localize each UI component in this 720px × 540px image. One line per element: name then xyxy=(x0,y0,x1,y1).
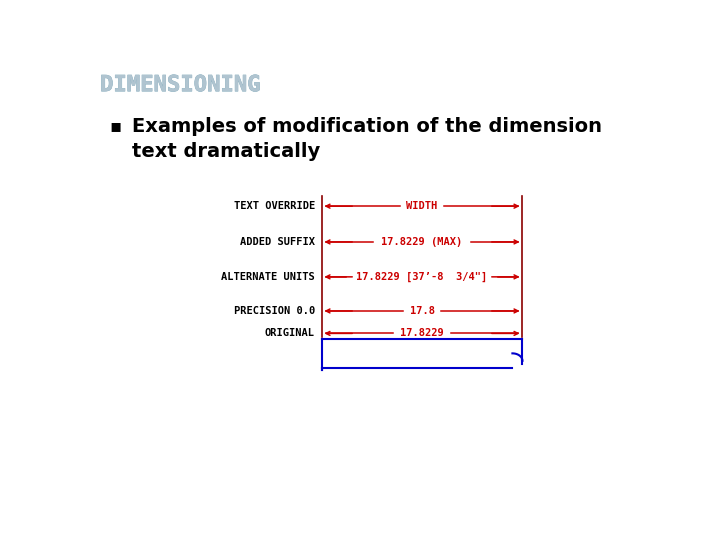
Text: WIDTH: WIDTH xyxy=(406,201,438,211)
Text: TEXT OVERRIDE: TEXT OVERRIDE xyxy=(233,201,315,211)
Text: 17.8229 (MAX): 17.8229 (MAX) xyxy=(382,237,463,247)
Text: ORIGINAL: ORIGINAL xyxy=(265,328,315,339)
Text: DIMENSIONING: DIMENSIONING xyxy=(100,75,261,95)
Text: 17.8229: 17.8229 xyxy=(400,328,444,339)
Text: ▪: ▪ xyxy=(109,117,122,135)
Text: 17.8229 [37’-8  3/4"]: 17.8229 [37’-8 3/4"] xyxy=(356,272,487,282)
Text: ALTERNATE UNITS: ALTERNATE UNITS xyxy=(221,272,315,282)
Text: 17.8: 17.8 xyxy=(410,306,434,316)
Text: Examples of modification of the dimension: Examples of modification of the dimensio… xyxy=(132,117,602,136)
Text: PRECISION 0.0: PRECISION 0.0 xyxy=(233,306,315,316)
Text: text dramatically: text dramatically xyxy=(132,141,320,161)
Text: ADDED SUFFIX: ADDED SUFFIX xyxy=(240,237,315,247)
